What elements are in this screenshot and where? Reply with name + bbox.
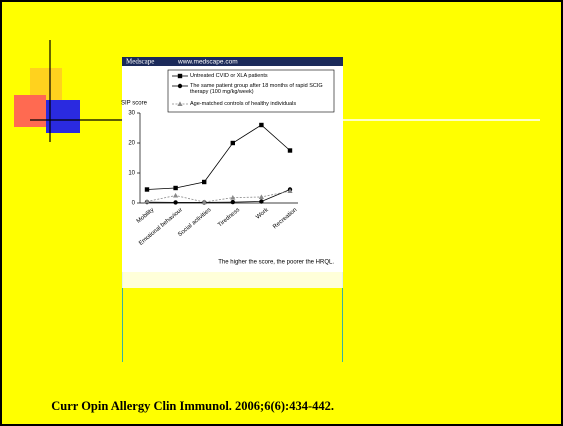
point xyxy=(288,148,292,152)
y-tick-label: 10 xyxy=(128,171,135,177)
y-axis-label: SIP score xyxy=(121,101,148,107)
point xyxy=(202,180,206,184)
legend-label: Age-matched controls of healthy individu… xyxy=(190,101,330,107)
point xyxy=(173,186,177,190)
annotation: The higher the score, the poorer the HRQ… xyxy=(218,260,334,266)
point xyxy=(145,187,149,191)
point xyxy=(173,200,177,204)
brand: Medscape xyxy=(126,58,154,66)
deco-square xyxy=(46,100,80,133)
slide: Medscape www.medscape.com SIP score The … xyxy=(0,0,563,426)
point xyxy=(259,199,263,203)
legend-label: The same patient group after 18 months o… xyxy=(190,83,330,95)
deco-square xyxy=(14,95,46,127)
point xyxy=(178,84,182,88)
citation: Curr Opin Allergy Clin Immunol. 2006;6(6… xyxy=(51,399,334,413)
canvas: Medscape www.medscape.com SIP score The … xyxy=(0,0,563,426)
url: www.medscape.com xyxy=(177,59,238,66)
point xyxy=(178,74,182,78)
figure-caption-strip xyxy=(122,272,343,288)
y-tick-label: 20 xyxy=(128,141,135,147)
point xyxy=(231,141,235,145)
legend-label: Untreated CVID or XLA patients xyxy=(190,73,330,79)
y-tick-label: 30 xyxy=(128,111,135,117)
point xyxy=(259,123,263,127)
point xyxy=(231,200,235,204)
